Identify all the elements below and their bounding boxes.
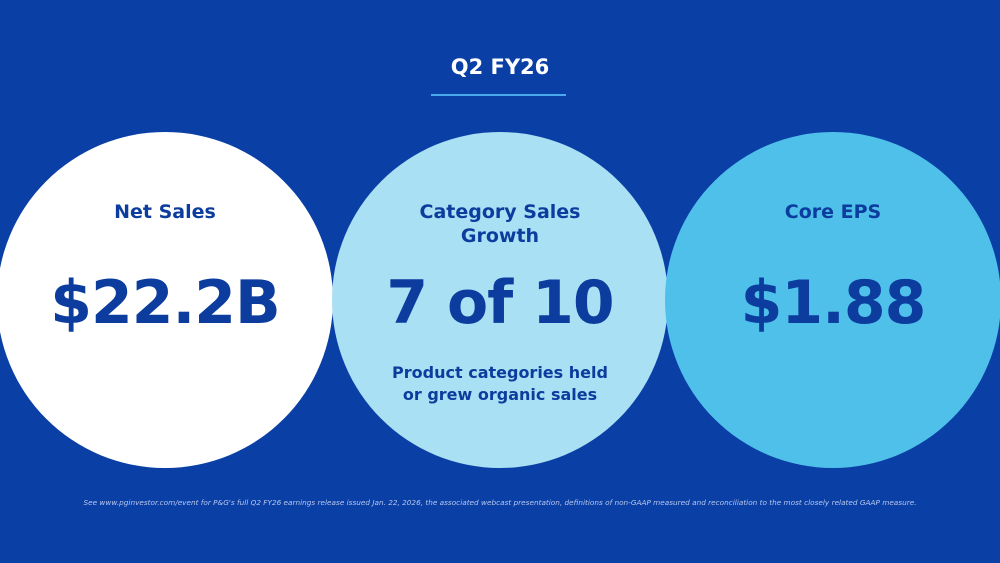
net-sales-label: Net Sales bbox=[114, 201, 216, 223]
footnote: See www.pginvestor.com/event for P&G's f… bbox=[83, 498, 917, 507]
sub-line: Product categories held bbox=[392, 363, 608, 382]
label-line: Category Sales bbox=[419, 201, 581, 223]
title-underline bbox=[431, 94, 566, 96]
core-eps-value: $1.88 bbox=[740, 268, 927, 338]
category-growth-value: 7 of 10 bbox=[386, 268, 614, 338]
core-eps-circle: Core EPS $1.88 bbox=[665, 132, 1000, 468]
net-sales-value: $22.2B bbox=[50, 268, 281, 338]
label-line: Growth bbox=[460, 225, 540, 247]
net-sales-circle: Net Sales $22.2B bbox=[0, 132, 333, 468]
category-growth-label: Category Sales Growth bbox=[332, 200, 668, 248]
category-growth-subtext: Product categories held or grew organic … bbox=[332, 362, 668, 406]
slide-title: Q2 FY26 bbox=[450, 55, 550, 79]
core-eps-label: Core EPS bbox=[784, 201, 882, 223]
category-growth-circle: Category Sales Growth 7 of 10 Product ca… bbox=[332, 132, 668, 468]
sub-line: or grew organic sales bbox=[402, 385, 598, 404]
